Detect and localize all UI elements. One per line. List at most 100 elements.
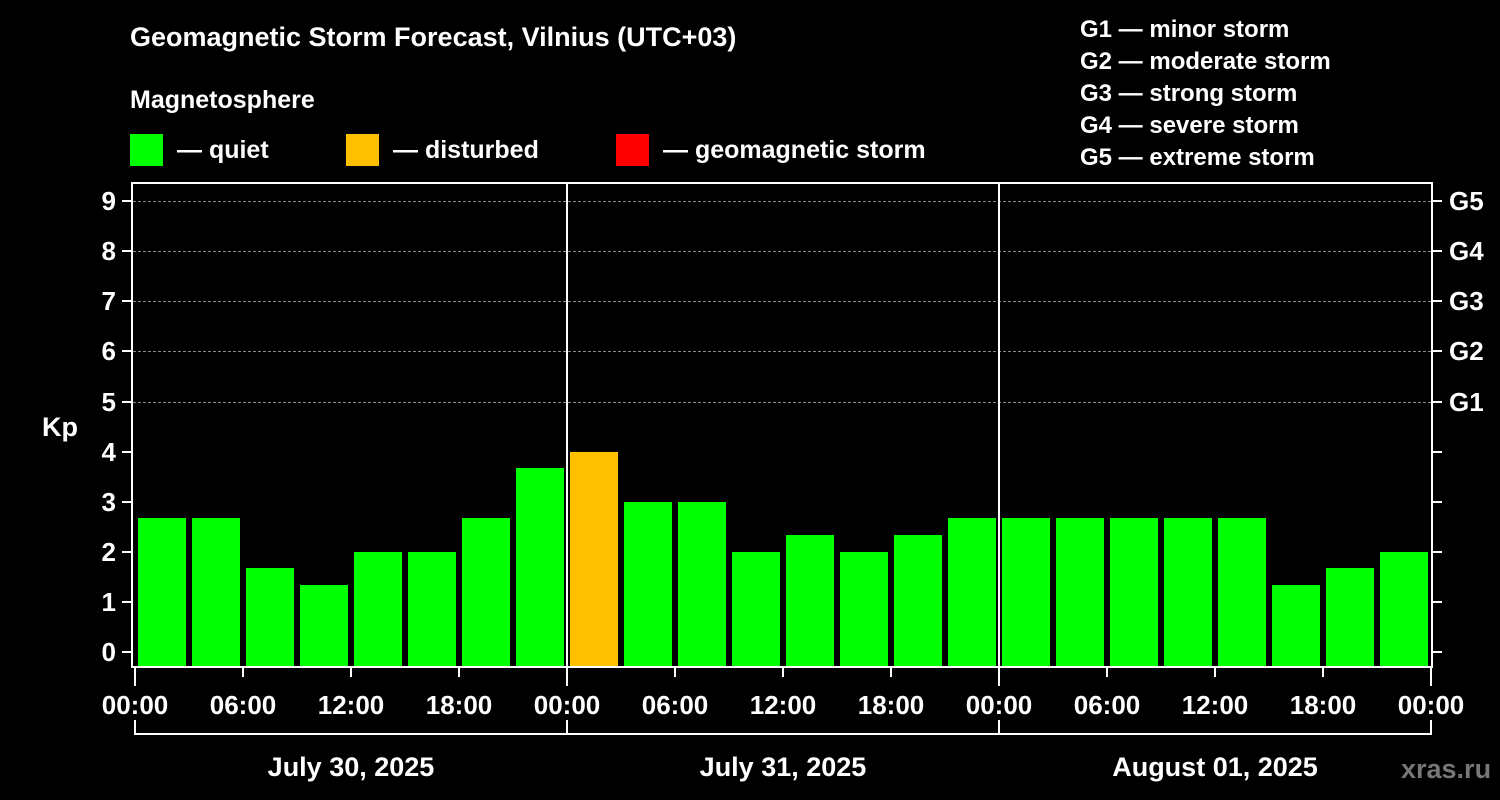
x-tick — [1322, 668, 1324, 677]
g-scale-label: G1 — [1449, 387, 1484, 417]
g-scale-label: G3 — [1449, 286, 1484, 316]
y-tick-label: 9 — [101, 186, 116, 216]
right-tick — [1433, 200, 1442, 202]
x-tick — [1106, 668, 1108, 677]
kp-bar — [732, 552, 780, 667]
y-tick-label: 5 — [101, 387, 116, 417]
x-tick — [674, 668, 676, 677]
kp-bar — [1272, 585, 1320, 667]
kp-bar — [516, 468, 564, 667]
g-scale-label: G5 — [1449, 186, 1484, 216]
disturbed-swatch — [346, 134, 379, 166]
x-tick-label: 18:00 — [857, 690, 925, 720]
g5-legend: G5 — extreme storm — [1080, 144, 1315, 171]
y-tick-label: 0 — [101, 637, 116, 667]
day-label: July 30, 2025 — [267, 752, 435, 782]
gridline — [133, 201, 1431, 202]
right-tick — [1433, 501, 1442, 503]
kp-bar — [624, 502, 672, 667]
y-tick — [122, 250, 131, 252]
legend-quiet: — quiet — [130, 134, 269, 166]
legend-disturbed: — disturbed — [346, 134, 539, 166]
x-tick — [458, 668, 460, 677]
kp-bar — [1164, 518, 1212, 667]
kp-bar — [462, 518, 510, 667]
g-scale-label: G4 — [1449, 236, 1484, 266]
x-tick — [134, 668, 136, 686]
g2-legend: G2 — moderate storm — [1080, 48, 1331, 75]
kp-bar — [192, 518, 240, 667]
x-tick-label: 00:00 — [965, 690, 1033, 720]
legend-quiet-label: — quiet — [177, 135, 269, 164]
y-tick-label: 8 — [101, 236, 116, 266]
kp-bar — [408, 552, 456, 667]
y-tick — [122, 551, 131, 553]
y-tick — [122, 501, 131, 503]
gridline — [133, 402, 1431, 403]
day-label: July 31, 2025 — [699, 752, 867, 782]
x-tick-label: 18:00 — [425, 690, 493, 720]
kp-bar — [1056, 518, 1104, 667]
day-divider — [566, 182, 568, 668]
day-bracket-tick — [1430, 720, 1432, 735]
x-tick — [242, 668, 244, 677]
x-tick — [890, 668, 892, 677]
y-tick-label: 3 — [101, 487, 116, 517]
y-tick-label: 1 — [101, 587, 116, 617]
day-label: August 01, 2025 — [1112, 752, 1318, 782]
x-tick-label: 06:00 — [209, 690, 277, 720]
x-tick-label: 06:00 — [641, 690, 709, 720]
x-tick-label: 12:00 — [317, 690, 385, 720]
right-tick — [1433, 401, 1442, 403]
day-bracket — [134, 733, 1431, 735]
x-tick — [1214, 668, 1216, 677]
g-scale-label: G2 — [1449, 336, 1484, 366]
kp-bar — [300, 585, 348, 667]
gridline — [133, 301, 1431, 302]
y-tick — [122, 601, 131, 603]
chart-title: Geomagnetic Storm Forecast, Vilnius (UTC… — [130, 22, 737, 52]
y-tick — [122, 651, 131, 653]
y-tick — [122, 300, 131, 302]
x-tick-label: 00:00 — [533, 690, 601, 720]
right-tick — [1433, 250, 1442, 252]
right-tick — [1433, 300, 1442, 302]
legend-storm: — geomagnetic storm — [616, 134, 926, 166]
g3-legend: G3 — strong storm — [1080, 80, 1298, 107]
x-tick-label: 18:00 — [1289, 690, 1357, 720]
g-scale-legend: G1 — minor storm G2 — moderate storm G3 … — [1080, 14, 1331, 174]
watermark: xras.ru — [1401, 754, 1492, 784]
y-tick — [122, 350, 131, 352]
y-tick — [122, 200, 131, 202]
x-tick — [1430, 668, 1432, 686]
kp-bar — [138, 518, 186, 667]
y-tick-label: 4 — [101, 437, 116, 467]
y-tick — [122, 451, 131, 453]
quiet-swatch — [130, 134, 163, 166]
x-tick — [350, 668, 352, 677]
x-tick-label: 06:00 — [1073, 690, 1141, 720]
kp-bar — [1326, 568, 1374, 667]
day-divider — [998, 182, 1000, 668]
kp-bar — [1218, 518, 1266, 667]
x-tick — [998, 668, 1000, 686]
right-tick — [1433, 651, 1442, 653]
right-tick — [1433, 451, 1442, 453]
g1-legend: G1 — minor storm — [1080, 16, 1290, 43]
x-tick — [566, 668, 568, 686]
y-tick — [122, 401, 131, 403]
x-tick-label: 12:00 — [1181, 690, 1249, 720]
kp-bar — [1002, 518, 1050, 667]
kp-bar — [678, 502, 726, 667]
kp-bar — [840, 552, 888, 667]
kp-bar — [1110, 518, 1158, 667]
day-bracket-tick — [134, 720, 136, 735]
storm-swatch — [616, 134, 649, 166]
y-tick-label: 2 — [101, 537, 116, 567]
day-bracket-tick — [998, 720, 1000, 735]
day-bracket-tick — [566, 720, 568, 735]
x-tick-label: 00:00 — [101, 690, 169, 720]
kp-bar — [948, 518, 996, 667]
x-tick-label: 00:00 — [1397, 690, 1465, 720]
y-axis-label: Kp — [42, 412, 78, 442]
